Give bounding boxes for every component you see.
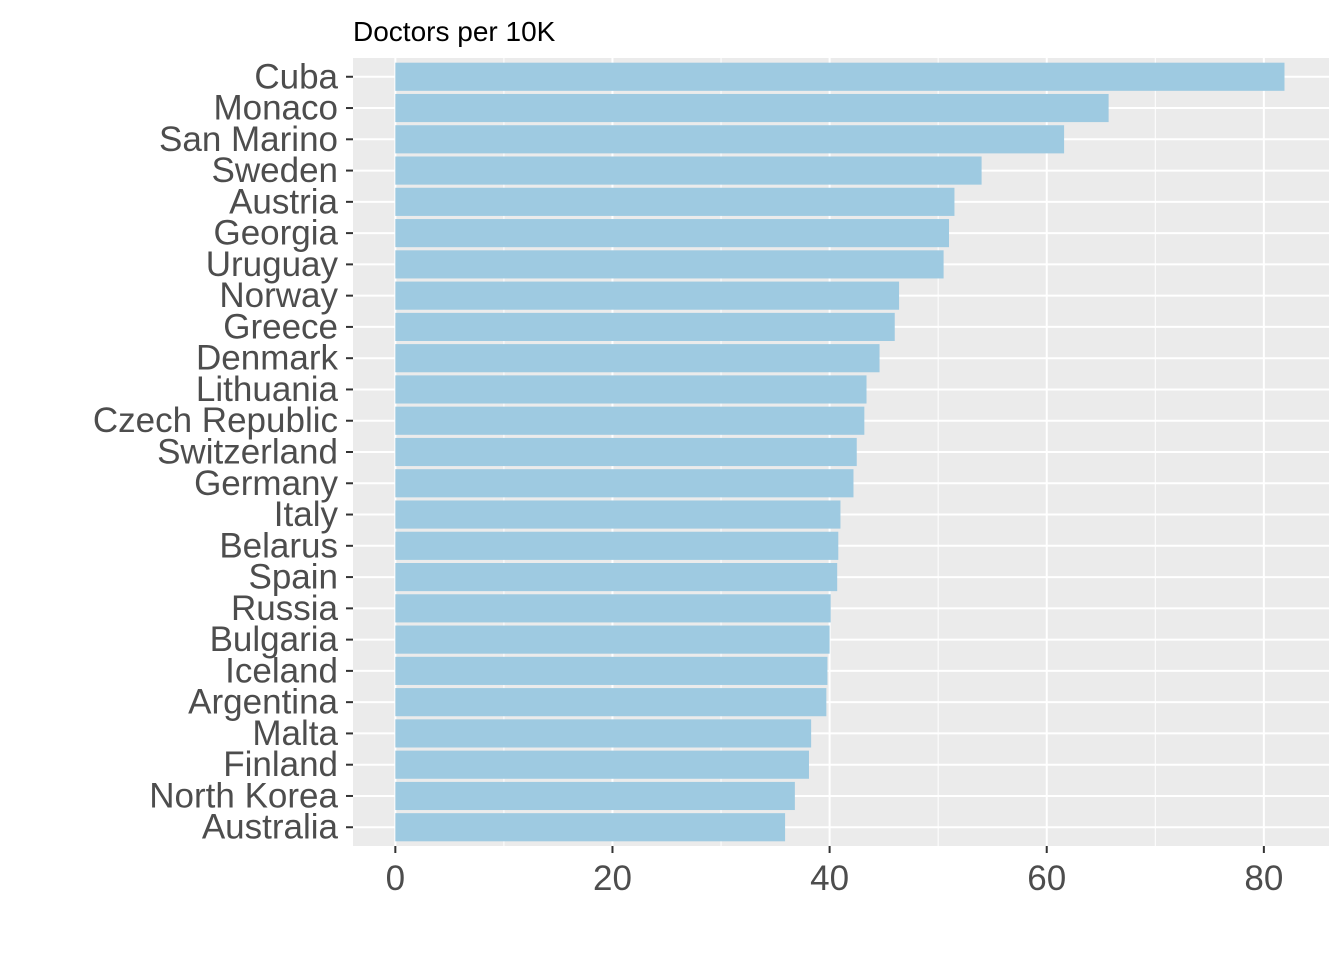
bar xyxy=(395,688,827,717)
bar xyxy=(395,656,828,685)
y-tick-label: Bulgaria xyxy=(210,620,339,659)
bar xyxy=(395,344,880,373)
y-tick-label: Russia xyxy=(231,589,339,628)
y-tick-label: Switzerland xyxy=(157,433,338,472)
bar xyxy=(395,312,895,341)
y-tick-label: Malta xyxy=(252,714,338,753)
bar xyxy=(395,625,830,654)
y-tick-label: San Marino xyxy=(159,120,338,159)
bars xyxy=(395,62,1285,842)
y-tick-label: Norway xyxy=(219,276,338,315)
y-tick-label: Austria xyxy=(229,182,338,221)
x-tick-label: 20 xyxy=(593,859,632,898)
bar xyxy=(395,125,1065,154)
y-tick-label: North Korea xyxy=(149,776,338,815)
bar xyxy=(395,469,854,498)
bar xyxy=(395,62,1285,91)
bar xyxy=(395,156,982,185)
y-tick-label: Sweden xyxy=(212,151,338,190)
bar xyxy=(395,375,867,404)
bar xyxy=(395,500,841,529)
y-tick-label: Iceland xyxy=(225,651,338,690)
y-tick-label: Monaco xyxy=(213,89,338,128)
y-tick-label: Georgia xyxy=(213,214,338,253)
bar xyxy=(395,813,786,842)
y-tick-label: Cuba xyxy=(254,57,338,96)
y-tick-label: Australia xyxy=(202,808,339,847)
y-tick-label: Denmark xyxy=(196,339,338,378)
bar xyxy=(395,563,838,592)
y-tick-label: Spain xyxy=(248,558,338,597)
y-tick-label: Lithuania xyxy=(196,370,339,409)
x-tick-label: 40 xyxy=(810,859,849,898)
bar xyxy=(395,719,812,748)
y-tick-label: Belarus xyxy=(219,526,338,565)
bar xyxy=(395,750,809,779)
y-tick-label: Argentina xyxy=(188,683,338,722)
bar xyxy=(395,406,865,435)
bar xyxy=(395,219,950,248)
y-tick-label: Germany xyxy=(194,464,338,503)
y-tick-label: Italy xyxy=(274,495,339,534)
x-tick-label: 0 xyxy=(386,859,405,898)
bar xyxy=(395,531,839,560)
chart-title: Doctors per 10K xyxy=(353,16,556,47)
x-tick-label: 60 xyxy=(1027,859,1066,898)
bar xyxy=(395,594,831,623)
y-tick-label: Czech Republic xyxy=(93,401,338,440)
bar xyxy=(395,281,900,310)
y-tick-label: Finland xyxy=(223,745,338,784)
bar xyxy=(395,437,857,467)
y-tick-label: Greece xyxy=(223,307,338,346)
bar xyxy=(395,187,955,216)
bar xyxy=(395,93,1109,123)
bar xyxy=(395,781,795,811)
y-tick-label: Uruguay xyxy=(206,245,339,284)
bar xyxy=(395,250,944,279)
x-tick-label: 80 xyxy=(1244,859,1283,898)
x-axis: 0 20 40 60 80 xyxy=(386,846,1283,898)
